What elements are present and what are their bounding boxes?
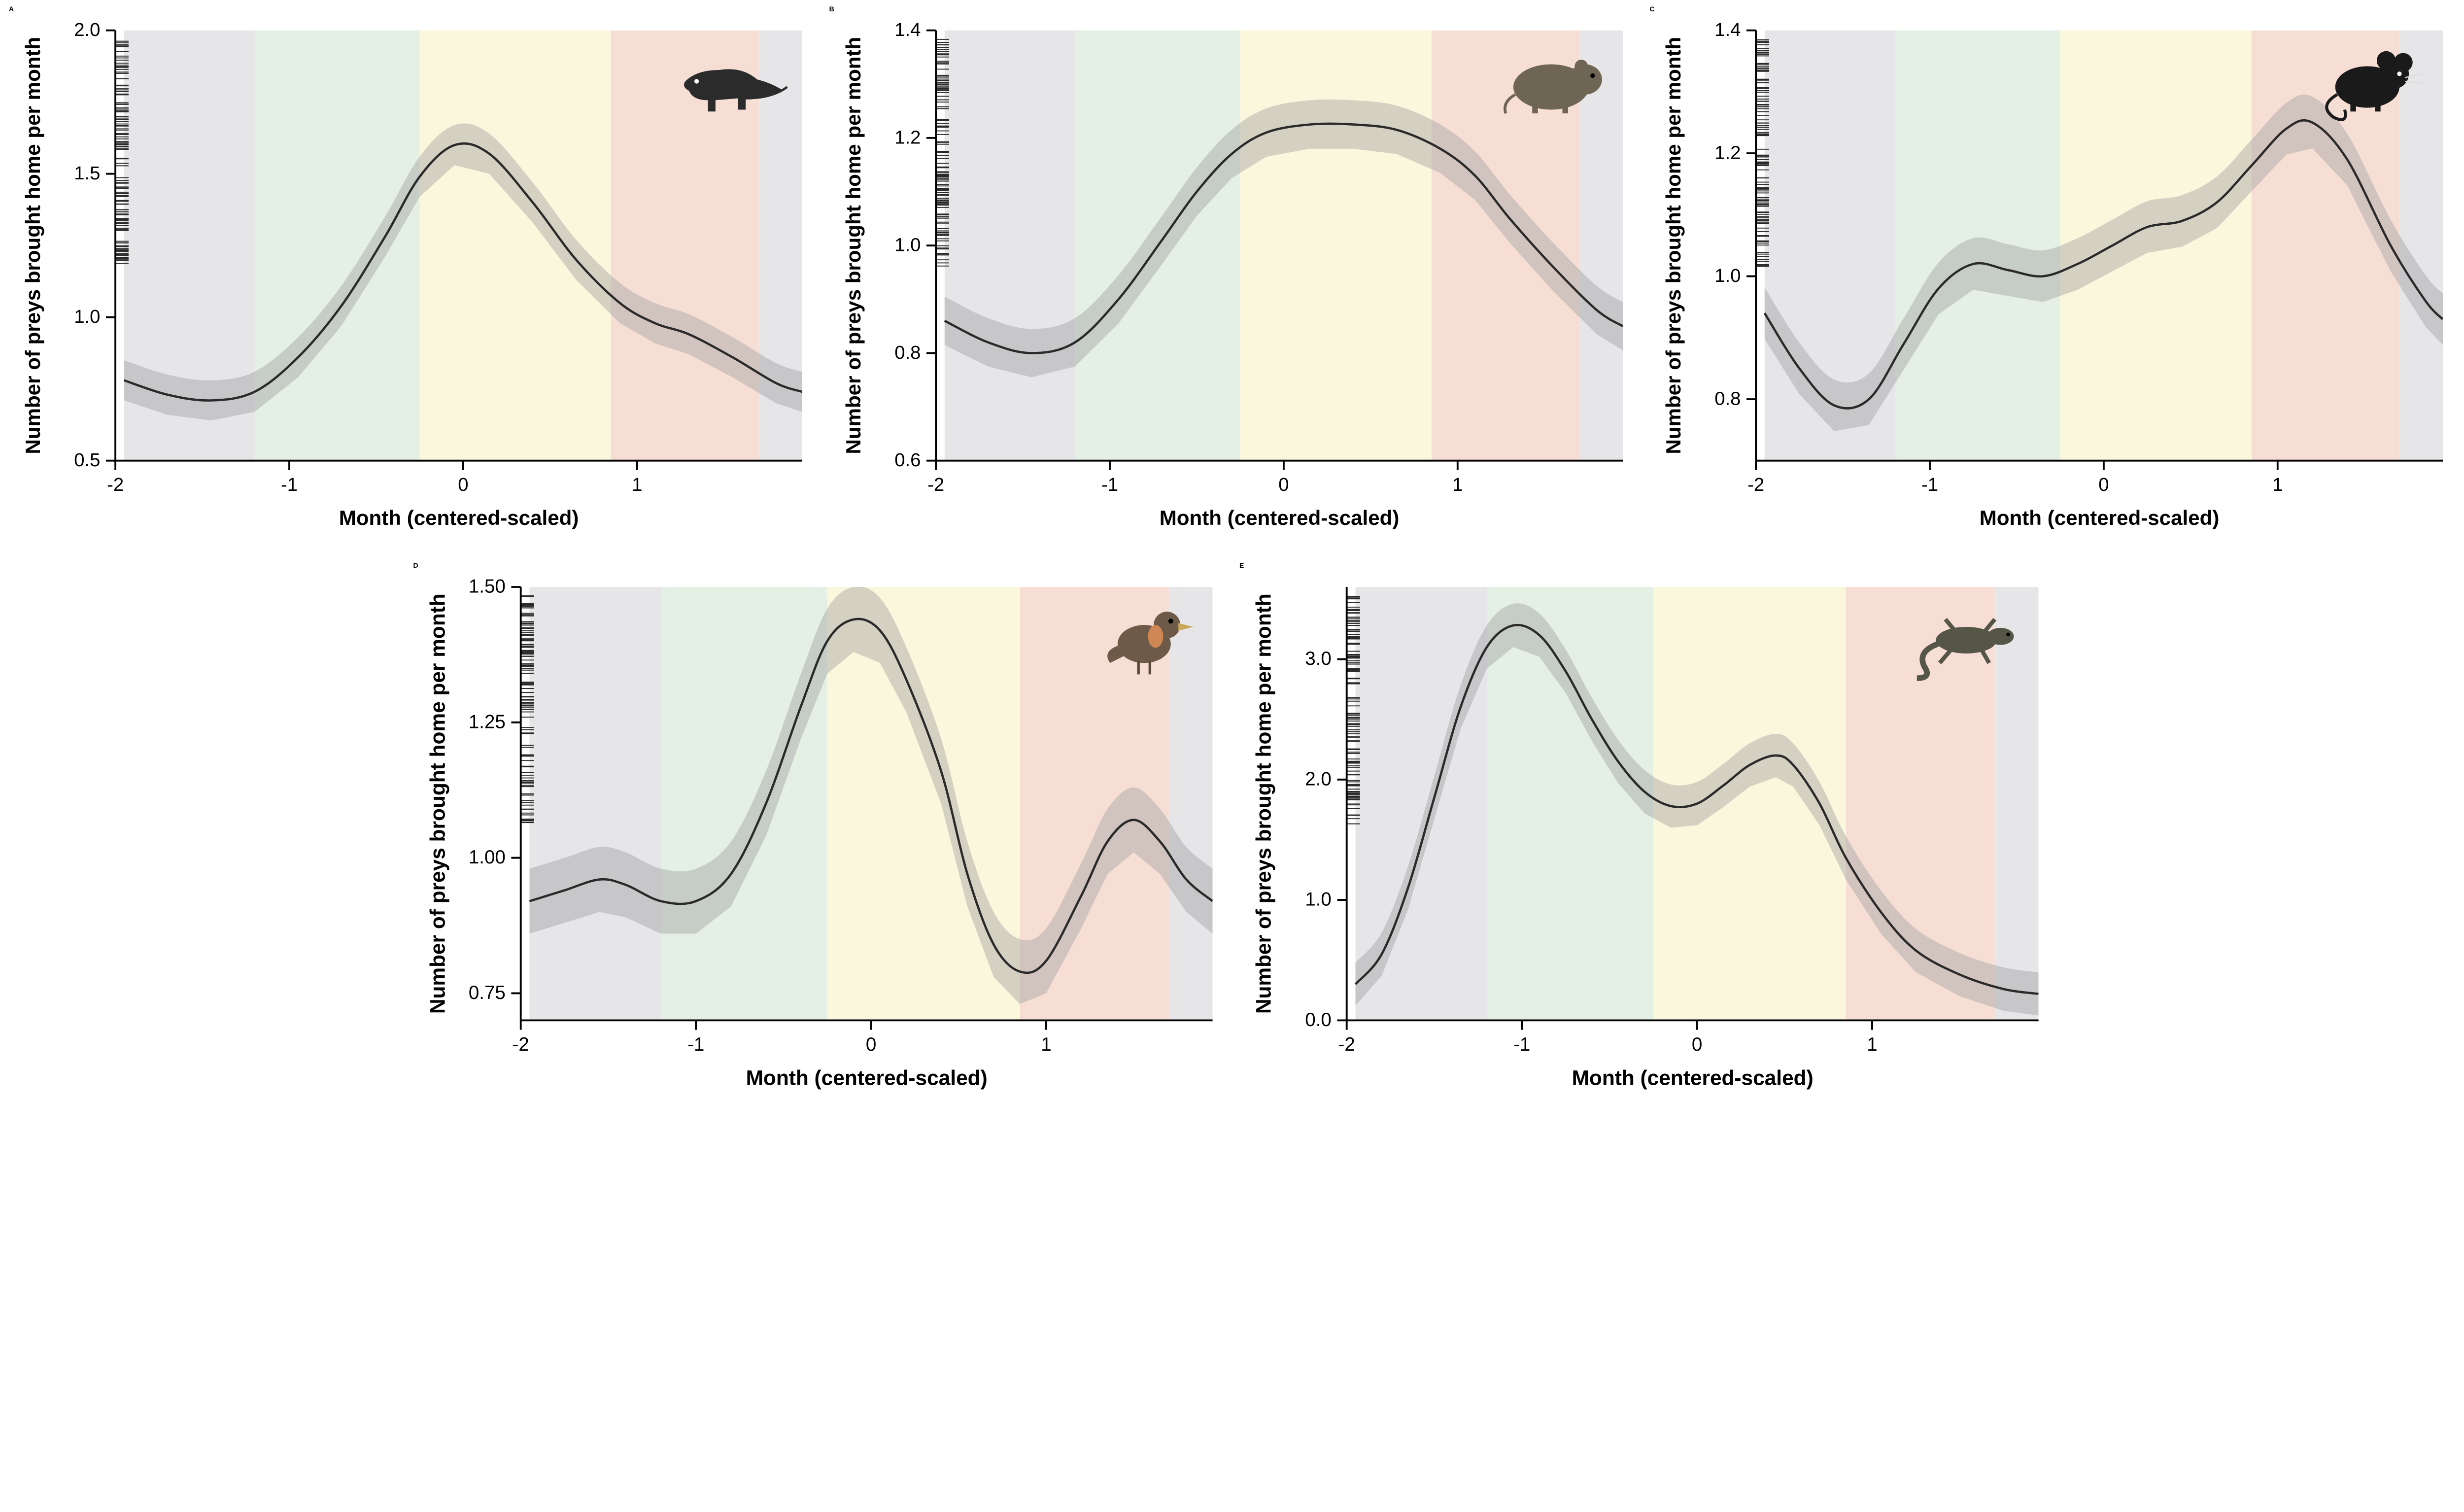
x-axis-title: Month (centered-scaled) — [746, 1066, 987, 1089]
x-tick-label: -1 — [1921, 474, 1938, 495]
x-tick-label: 1 — [1041, 1034, 1051, 1055]
x-tick-label: -1 — [687, 1034, 704, 1055]
y-axis-title: Number of preys brought home per month — [426, 593, 449, 1014]
panel-A-chart: -2 -1 0 1 0.5 1.0 1.5 2.0 Month (centered-scaled… — [6, 4, 818, 551]
x-tick-label: -2 — [1747, 474, 1764, 495]
y-tick-label: 1.50 — [468, 576, 505, 597]
x-tick-label: 1 — [632, 474, 642, 495]
panel-E-chart: -2 -1 0 1 0.0 1.0 2.0 3.0 Month (centered-scaled… — [1236, 560, 2053, 1112]
x-axis-title: Month (centered-scaled) — [1572, 1066, 1814, 1089]
y-axis-title: Number of preys brought home per month — [1662, 37, 1685, 454]
panel-label: E — [1239, 561, 1244, 569]
y-tick-label: 0.75 — [468, 982, 505, 1003]
x-tick-label: 0 — [1278, 474, 1289, 495]
panel-B: B -2 -1 0 1 0.6 0.8 1.0 1.2 1.4 Month (centered-sc… — [826, 4, 1638, 551]
season-band-1 — [661, 587, 827, 1020]
y-tick-label: 2.0 — [74, 19, 100, 40]
y-tick-label: 3.0 — [1305, 648, 1332, 669]
y-tick-label: 0.8 — [894, 342, 921, 363]
y-tick-label: 1.0 — [1715, 265, 1741, 286]
x-tick-label: 0 — [865, 1034, 876, 1055]
y-tick-label: 1.0 — [1305, 889, 1332, 910]
season-band-1 — [1487, 587, 1653, 1020]
panel-label: A — [9, 5, 14, 13]
y-tick-label: 0.0 — [1305, 1009, 1332, 1030]
season-band-1 — [254, 31, 419, 461]
y-tick-label: 1.5 — [74, 163, 100, 184]
panel-label: C — [1649, 5, 1654, 13]
y-tick-label: 2.0 — [1305, 768, 1332, 790]
panel-C-chart: -2 -1 0 1 0.8 1.0 1.2 1.4 Month (centered-scaled… — [1646, 4, 2458, 551]
x-tick-label: 1 — [1867, 1034, 1877, 1055]
season-band-4 — [1995, 587, 2039, 1020]
x-tick-label: 0 — [2099, 474, 2109, 495]
y-tick-label: 1.0 — [74, 306, 100, 327]
y-tick-label: 1.00 — [468, 847, 505, 868]
y-tick-label: 1.4 — [1715, 19, 1741, 40]
y-tick-label: 1.25 — [468, 711, 505, 732]
panel-label: B — [829, 5, 834, 13]
x-tick-label: -1 — [1101, 474, 1118, 495]
x-tick-label: 1 — [2272, 474, 2283, 495]
y-tick-label: 0.6 — [894, 449, 921, 471]
panel-D-chart: -2 -1 0 1 0.75 1.00 1.25 1.50 Month (centered-sc… — [411, 560, 1228, 1112]
panel-A: A -2 -1 0 1 0.5 1.0 1.5 2.0 Month (centered-scale… — [6, 4, 818, 551]
x-tick-label: -2 — [512, 1034, 529, 1055]
panel-label: D — [413, 561, 418, 569]
y-tick-label: 1.0 — [894, 235, 921, 256]
panel-C: C -2 -1 0 1 0.8 1.0 1.2 1.4 Month (centered-scale… — [1646, 4, 2458, 551]
x-axis-title: Month (centered-scaled) — [1980, 506, 2220, 529]
season-band-0 — [944, 31, 1075, 461]
panel-E: E -2 -1 0 1 0.0 1.0 2.0 3.0 Month (centered-scale… — [1236, 560, 2053, 1112]
season-band-4 — [2399, 31, 2443, 461]
y-tick-label: 0.5 — [74, 449, 100, 471]
figure-grid: A -2 -1 0 1 0.5 1.0 1.5 2.0 Month (centered-scale… — [0, 0, 2464, 1119]
x-tick-label: -2 — [927, 474, 944, 495]
y-tick-label: 0.8 — [1715, 388, 1741, 409]
y-axis-title: Number of preys brought home per month — [21, 37, 44, 454]
x-tick-label: -2 — [1338, 1034, 1355, 1055]
x-tick-label: 0 — [458, 474, 468, 495]
panel-B-chart: -2 -1 0 1 0.6 0.8 1.0 1.2 1.4 Month (centered-sca… — [826, 4, 1638, 551]
row-2: D-2-1010.751.001.251.50Month (centered-s… — [6, 560, 2458, 1112]
x-tick-label: -1 — [281, 474, 298, 495]
x-axis-title: Month (centered-scaled) — [339, 506, 579, 529]
x-axis-title: Month (centered-scaled) — [1159, 506, 1399, 529]
season-band-2 — [420, 31, 611, 461]
x-tick-label: 1 — [1452, 474, 1463, 495]
season-band-2 — [1240, 31, 1431, 461]
season-band-0 — [529, 587, 661, 1020]
x-tick-label: 0 — [1692, 1034, 1702, 1055]
y-tick-label: 1.2 — [1715, 142, 1741, 164]
panel-D: D -2 -1 0 1 0.75 1.00 1.25 1.50 Month (centered-s… — [411, 560, 1228, 1112]
x-tick-label: -2 — [107, 474, 124, 495]
y-tick-label: 1.4 — [894, 19, 921, 40]
y-axis-title: Number of preys brought home per month — [1252, 593, 1275, 1014]
y-axis-title: Number of preys brought home per month — [842, 37, 865, 454]
season-band-4 — [1168, 587, 1212, 1020]
x-tick-label: -1 — [1513, 1034, 1530, 1055]
y-tick-label: 1.2 — [894, 127, 921, 148]
